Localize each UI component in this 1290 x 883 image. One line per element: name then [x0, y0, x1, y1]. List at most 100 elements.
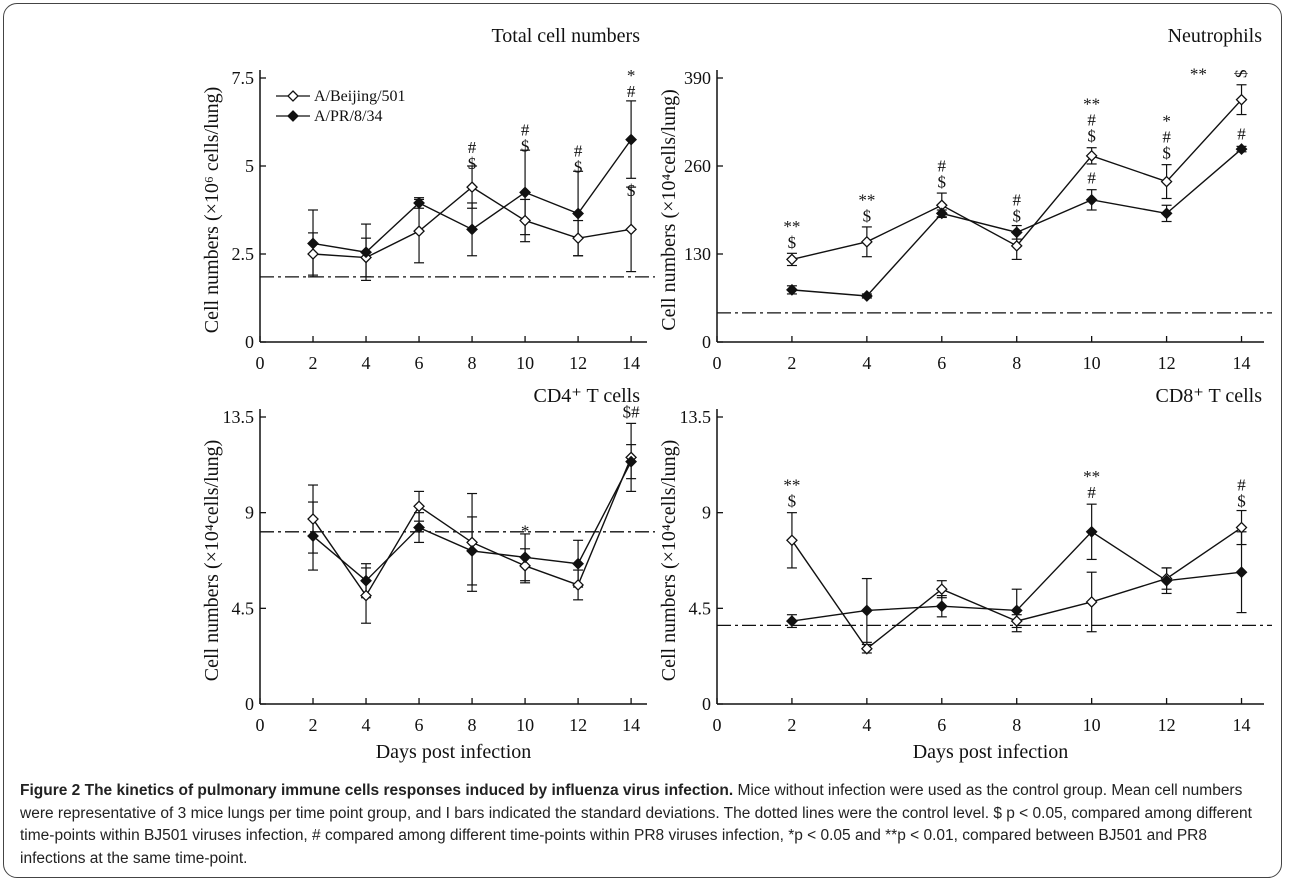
significance-mark: $ — [627, 181, 636, 200]
x-axis-label: Days post infection — [913, 741, 1069, 763]
data-point-filled — [307, 530, 319, 542]
significance-mark: $ — [1012, 207, 1021, 226]
data-point-filled — [786, 283, 798, 296]
x-tick-label: 0 — [713, 353, 722, 373]
legend-marker — [287, 110, 299, 122]
data-point-open — [466, 181, 478, 194]
data-point-filled — [1085, 193, 1098, 206]
chart-title: Total cell numbers — [491, 25, 640, 47]
chart-panel-4: CD8⁺ T cells 0 4.5 9 13.5 0 2 4 6 8 10 12 14 Cell num… — [658, 385, 1272, 763]
x-tick-label: 10 — [516, 353, 534, 373]
x-tick-label: 10 — [1083, 353, 1101, 373]
chart-panel-3: CD4⁺ T cells 0 4.5 9 13.5 0 2 4 6 8 10 12 14 Cell num… — [201, 385, 655, 763]
data-point-filled — [860, 604, 873, 617]
significance-mark: * — [627, 66, 636, 85]
data-point-open — [519, 559, 531, 572]
significance-mark: $ — [788, 233, 797, 252]
data-point-filled — [625, 133, 638, 146]
significance-mark: $ — [521, 136, 530, 155]
data-point-filled — [466, 223, 478, 236]
y-axis-label: Cell numbers (×10⁴cells/lung) — [658, 440, 680, 682]
x-tick-label: 10 — [516, 715, 534, 735]
figure-border — [3, 3, 1282, 878]
y-tick-label: 0 — [245, 694, 254, 714]
significance-mark: # — [574, 142, 583, 161]
x-tick-label: 2 — [787, 353, 796, 373]
data-point-open — [1160, 175, 1173, 188]
y-tick-label: 2.5 — [232, 244, 255, 264]
data-point-open — [519, 214, 531, 227]
x-tick-label: 4 — [362, 353, 371, 373]
x-tick-label: 4 — [862, 353, 871, 373]
data-point-open — [786, 253, 798, 266]
significance-mark: $ — [788, 492, 797, 511]
data-point-filled — [1235, 143, 1248, 155]
significance-mark: # — [1012, 191, 1021, 210]
x-tick-label: 8 — [468, 715, 477, 735]
significance-mark: ** — [1083, 95, 1100, 114]
y-tick-label: 9 — [245, 503, 254, 523]
x-tick-label: 0 — [256, 715, 265, 735]
y-tick-label: 0 — [702, 694, 711, 714]
x-tick-label: 4 — [862, 715, 871, 735]
significance-mark: # — [1162, 128, 1171, 147]
figure-caption: Figure 2 The kinetics of pulmonary immun… — [20, 780, 1270, 870]
data-point-open — [307, 513, 319, 525]
x-tick-label: 4 — [362, 715, 371, 735]
y-tick-label: 130 — [684, 244, 711, 264]
data-point-filled — [572, 207, 585, 220]
data-point-open — [1010, 239, 1023, 252]
significance-mark: # — [468, 138, 477, 157]
significance-mark: ** — [783, 476, 800, 495]
x-tick-label: 14 — [1233, 715, 1251, 735]
significance-mark: ** — [858, 191, 875, 210]
significance-mark: # — [938, 157, 947, 176]
data-point-open — [1010, 615, 1023, 628]
data-point-filled — [572, 557, 585, 570]
x-tick-label: 14 — [622, 353, 640, 373]
data-point-filled — [935, 600, 948, 613]
data-point-open — [1085, 596, 1098, 608]
figure-chart-grid: Total cell numbers 0 2.5 5 7.5 0 2 4 6 8 10 12 14 Cel… — [201, 25, 1272, 763]
significance-mark: # — [521, 120, 530, 139]
significance-mark: $ — [1162, 144, 1171, 163]
significance-mark: $ — [574, 158, 583, 177]
data-point-filled — [935, 207, 948, 220]
legend-label: A/Beijing/501 — [314, 88, 406, 105]
y-tick-label: 4.5 — [689, 598, 712, 618]
x-tick-label: 8 — [1012, 353, 1021, 373]
x-tick-label: 12 — [1158, 353, 1176, 373]
y-tick-label: 4.5 — [232, 598, 255, 618]
x-tick-label: 6 — [415, 353, 424, 373]
data-point-open — [860, 235, 873, 248]
significance-mark: $ — [1237, 492, 1246, 511]
data-point-filled — [360, 246, 372, 259]
significance-mark: # — [1087, 111, 1096, 130]
x-tick-label: 6 — [937, 353, 946, 373]
data-point-filled — [625, 455, 638, 468]
data-point-filled — [1010, 226, 1023, 239]
y-tick-label: 9 — [702, 503, 711, 523]
data-point-open — [860, 642, 873, 655]
x-tick-label: 10 — [1083, 715, 1101, 735]
data-point-filled — [413, 521, 425, 534]
data-point-open — [572, 232, 585, 245]
x-tick-label: 2 — [309, 353, 318, 373]
significance-mark: $ — [1087, 127, 1096, 146]
data-point-filled — [1160, 574, 1173, 587]
data-point-filled — [519, 551, 531, 564]
x-tick-label: 2 — [787, 715, 796, 735]
data-point-filled — [1160, 207, 1173, 220]
significance-mark: # — [1087, 483, 1096, 502]
data-point-filled — [519, 186, 531, 199]
data-point-filled — [1010, 604, 1023, 617]
x-tick-label: 8 — [468, 353, 477, 373]
x-axis-label: Days post infection — [376, 741, 532, 763]
data-point-filled — [786, 615, 798, 628]
chart-title: CD8⁺ T cells — [1156, 385, 1263, 407]
significance-mark: # — [627, 82, 636, 101]
y-tick-label: 13.5 — [680, 407, 712, 427]
significance-mark: # — [1237, 125, 1246, 144]
x-tick-label: 12 — [569, 353, 587, 373]
